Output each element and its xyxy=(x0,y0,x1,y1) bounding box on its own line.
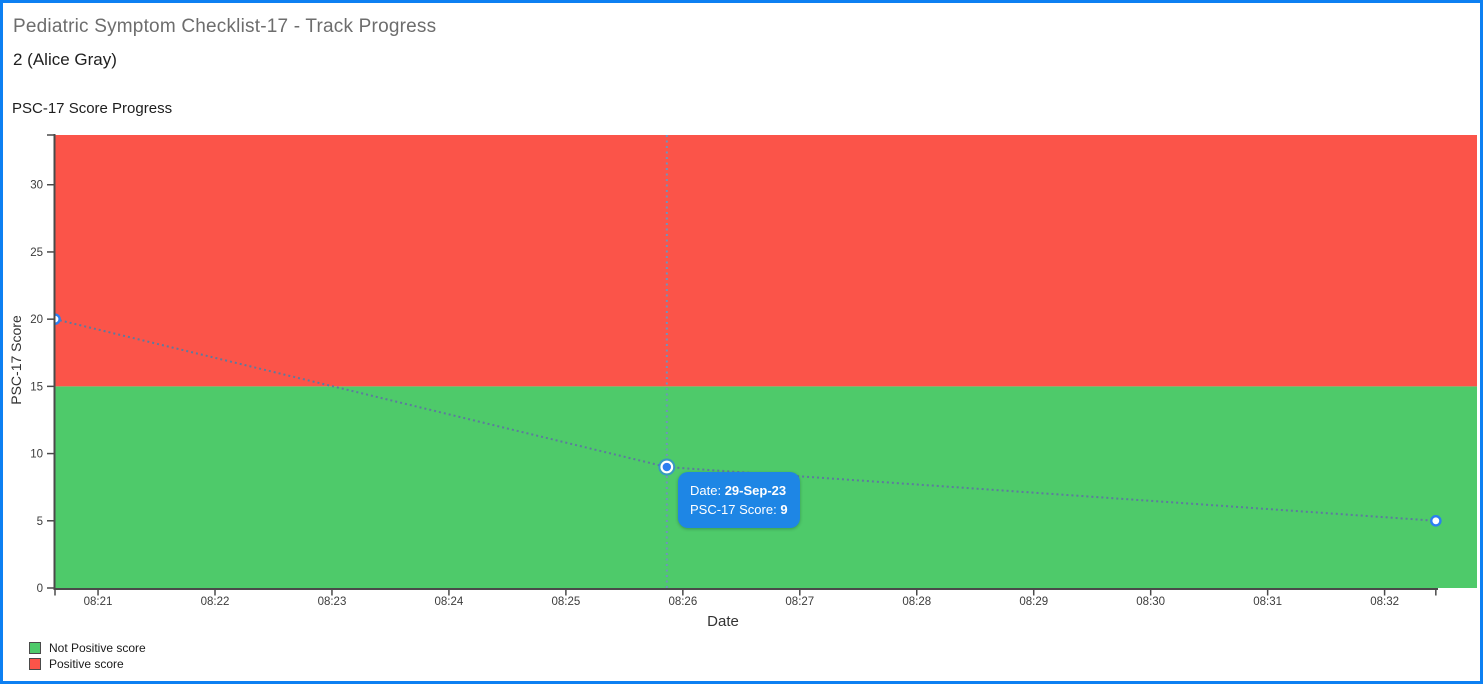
point-tooltip: Date: 29-Sep-23 PSC-17 Score: 9 xyxy=(678,472,800,528)
x-tick-label: 08:32 xyxy=(1370,596,1399,608)
x-tick-label: 08:28 xyxy=(902,596,931,608)
patient-name: 2 (Alice Gray) xyxy=(13,50,117,69)
page-title: Pediatric Symptom Checklist-17 - Track P… xyxy=(13,16,437,37)
series-markers xyxy=(55,313,1442,527)
y-axis-title: PSC-17 Score xyxy=(8,315,24,405)
y-tick-label: 20 xyxy=(30,314,43,326)
x-tick-label: 08:29 xyxy=(1019,596,1048,608)
legend-label: Not Positive score xyxy=(49,641,146,655)
x-tick-label: 08:24 xyxy=(435,596,464,608)
plot-band-positive-score xyxy=(55,135,1477,387)
y-tick-label: 10 xyxy=(30,449,43,461)
not-positive-swatch-icon xyxy=(29,642,41,654)
legend-item-not-positive[interactable]: Not Positive score xyxy=(29,640,146,656)
y-tick-label: 15 xyxy=(30,381,43,393)
data-point-marker-hovered[interactable] xyxy=(660,460,674,474)
x-tick-label: 08:31 xyxy=(1253,596,1282,608)
positive-swatch-icon xyxy=(29,658,41,670)
x-tick-label: 08:30 xyxy=(1136,596,1165,608)
y-tick-label: 5 xyxy=(37,516,43,528)
x-tick-label: 08:21 xyxy=(84,596,113,608)
x-tick-label: 08:26 xyxy=(668,596,697,608)
x-tick-label: 08:27 xyxy=(785,596,814,608)
x-axis-title: Date xyxy=(707,613,739,630)
hovered-point-halo xyxy=(658,458,676,476)
y-tick-label: 0 xyxy=(37,583,43,595)
tooltip-score-row: PSC-17 Score: 9 xyxy=(690,502,788,517)
tooltip-date-row: Date: 29-Sep-23 xyxy=(690,483,787,498)
chart-legend: Not Positive score Positive score xyxy=(29,640,146,672)
x-tick-label: 08:25 xyxy=(551,596,580,608)
chart-title: PSC-17 Score Progress xyxy=(12,100,173,117)
legend-label: Positive score xyxy=(49,657,124,671)
legend-item-positive[interactable]: Positive score xyxy=(29,656,146,672)
y-tick-label: 30 xyxy=(30,180,43,192)
y-tick-label: 25 xyxy=(30,247,43,259)
x-tick-label: 08:22 xyxy=(201,596,230,608)
x-tick-label: 08:23 xyxy=(318,596,347,608)
data-point-marker[interactable] xyxy=(1430,514,1442,527)
